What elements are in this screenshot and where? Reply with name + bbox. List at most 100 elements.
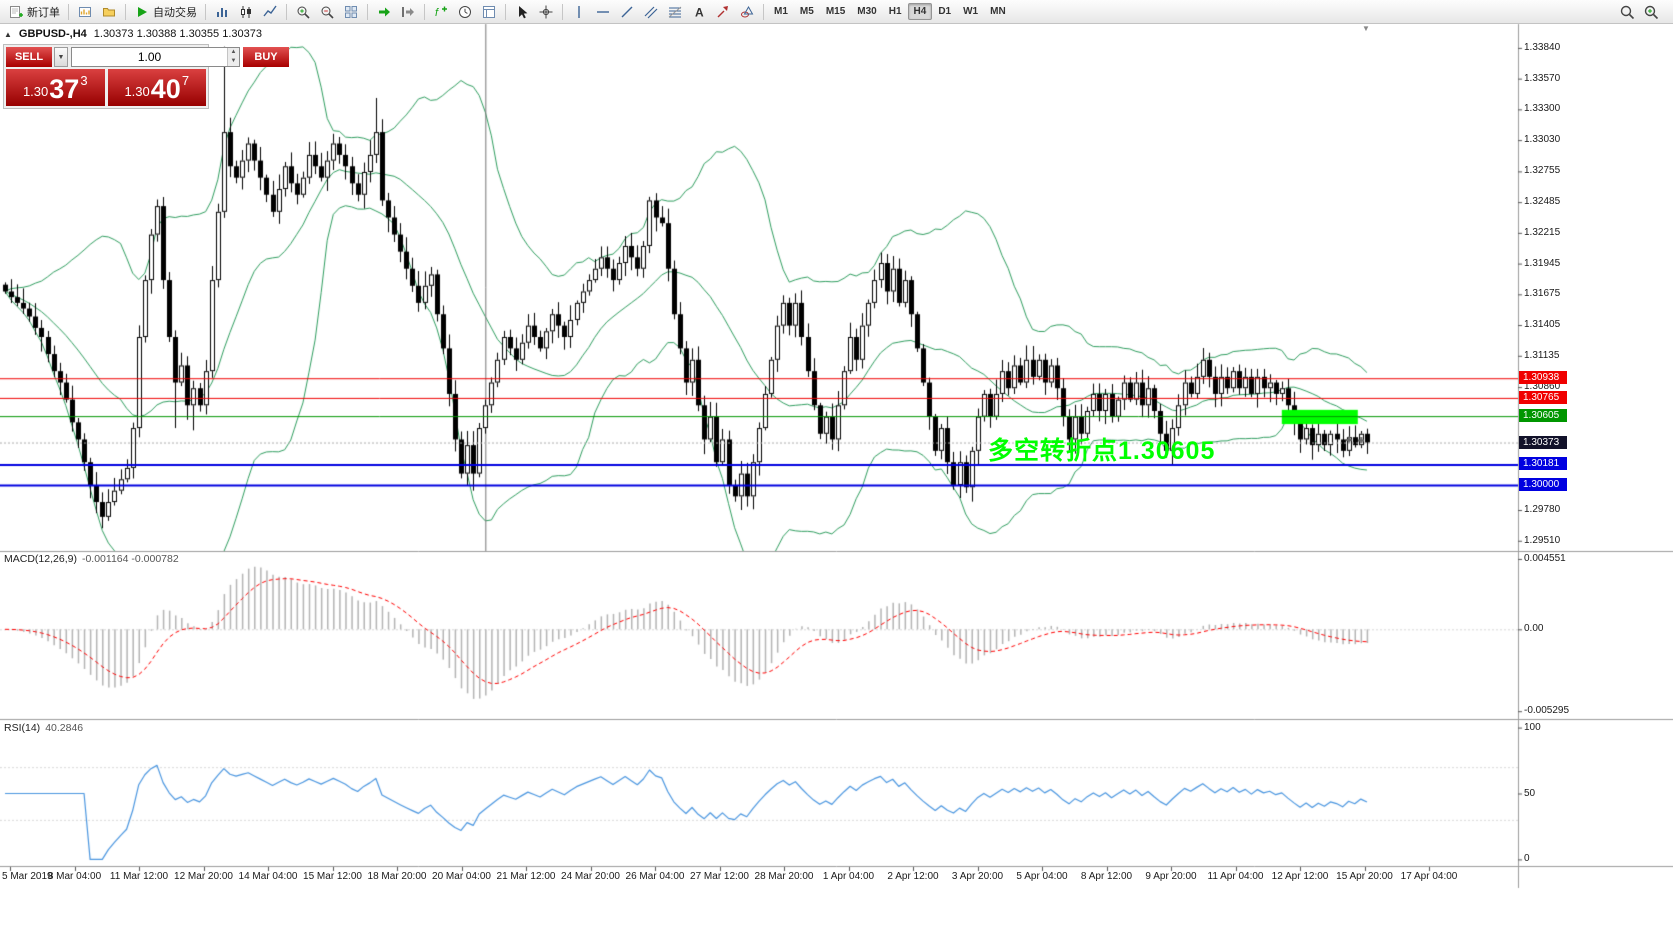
time-axis-label[interactable]: 15 Apr 20:00 <box>1336 871 1393 882</box>
new-order-button[interactable]: 新订单 <box>4 2 64 22</box>
play-green-icon <box>134 4 150 20</box>
vertical-line-tool[interactable] <box>567 2 591 22</box>
quote-header: ▲ GBPUSD-,H4 1.30373 1.30388 1.30355 1.3… <box>4 28 262 40</box>
new-chart-button[interactable] <box>73 2 97 22</box>
price-axis-label[interactable]: 1.29510 <box>1524 534 1561 546</box>
time-axis-label[interactable]: 2 Apr 12:00 <box>887 871 939 882</box>
tf-h4-button[interactable]: H4 <box>907 3 933 20</box>
time-axis-label[interactable]: 5 Mar 2019 <box>2 871 53 882</box>
tf-m15-button[interactable]: M15 <box>820 3 851 20</box>
zoom-in-button[interactable] <box>291 2 315 22</box>
tf-m1-button[interactable]: M1 <box>768 3 794 20</box>
macd-axis-label[interactable]: 0.004551 <box>1524 552 1566 564</box>
clock-icon <box>457 4 473 20</box>
time-axis-label[interactable]: 14 Mar 04:00 <box>238 871 298 882</box>
price-axis-label[interactable]: 1.32215 <box>1524 226 1561 238</box>
spinner-down-icon[interactable]: ▼ <box>228 57 239 66</box>
time-axis-label[interactable]: 11 Apr 04:00 <box>1207 871 1264 882</box>
time-axis-label[interactable]: 15 Mar 12:00 <box>303 871 362 882</box>
time-axis-label[interactable]: 9 Apr 20:00 <box>1145 871 1197 882</box>
time-axis-label[interactable]: 8 Apr 12:00 <box>1080 871 1133 882</box>
volume-dropdown-button[interactable]: ▼ <box>54 47 68 67</box>
shapes-icon <box>739 4 755 20</box>
price-axis-label[interactable]: 1.31405 <box>1524 319 1561 331</box>
indicators-button[interactable]: f <box>429 2 453 22</box>
time-axis-label[interactable]: 26 Mar 04:00 <box>625 871 685 882</box>
add-symbol-button[interactable] <box>1639 2 1663 22</box>
price-axis-label[interactable]: 1.32485 <box>1524 196 1561 208</box>
chart-shift-button[interactable] <box>396 2 420 22</box>
time-axis-label[interactable]: 12 Apr 12:00 <box>1271 871 1329 882</box>
text-tool[interactable]: A <box>687 2 711 22</box>
price-axis-label[interactable]: 1.29780 <box>1524 504 1561 516</box>
channel-tool[interactable] <box>639 2 663 22</box>
cursor-button[interactable] <box>510 2 534 22</box>
price-axis-label[interactable]: 1.31135 <box>1524 349 1560 361</box>
one-click-collapse-button[interactable]: ▲ <box>4 29 12 39</box>
time-axis-label[interactable]: 21 Mar 12:00 <box>496 871 556 882</box>
price-axis-label[interactable]: 1.30860 <box>1524 381 1561 393</box>
fibonacci-tool[interactable] <box>663 2 687 22</box>
price-axis-label[interactable]: 1.33570 <box>1524 72 1561 84</box>
time-axis-label[interactable]: 24 Mar 20:00 <box>561 871 620 882</box>
rsi-indicator-label: RSI(14) 40.2846 <box>4 722 83 734</box>
autotrading-button[interactable]: 自动交易 <box>130 2 201 22</box>
price-axis-label[interactable]: 1.31675 <box>1524 288 1561 300</box>
buy-price-button[interactable]: 1.30 40 7 <box>107 69 206 106</box>
time-axis-label[interactable]: 27 Mar 12:00 <box>690 871 749 882</box>
crosshair-button[interactable] <box>534 2 558 22</box>
tf-h1-button[interactable]: H1 <box>883 3 908 20</box>
buy-button[interactable]: BUY <box>243 47 289 67</box>
search-button[interactable] <box>1615 2 1639 22</box>
trendline-tool[interactable] <box>615 2 639 22</box>
time-axis-label[interactable]: 1 Apr 04:00 <box>822 871 875 882</box>
zoom-out-button[interactable] <box>315 2 339 22</box>
candlestick-chart-button[interactable] <box>234 2 258 22</box>
time-axis-label[interactable]: 11 Mar 12:00 <box>109 871 169 882</box>
rsi-axis-label[interactable]: 100 <box>1524 721 1541 733</box>
time-axis-label[interactable]: 28 Mar 20:00 <box>754 871 814 882</box>
tf-d1-button[interactable]: D1 <box>932 3 957 20</box>
tf-mn-button[interactable]: MN <box>984 3 1012 20</box>
sell-price-button[interactable]: 1.30 37 3 <box>6 69 105 106</box>
macd-axis-label[interactable]: 0.00 <box>1524 623 1544 635</box>
time-axis-label[interactable]: 5 Apr 04:00 <box>1016 871 1068 882</box>
tf-m5-button[interactable]: M5 <box>794 3 820 20</box>
auto-scroll-button[interactable] <box>372 2 396 22</box>
time-axis-label[interactable]: 17 Apr 04:00 <box>1400 871 1458 882</box>
price-axis-label[interactable]: 1.33840 <box>1524 41 1561 53</box>
arrows-tool[interactable] <box>711 2 735 22</box>
price-axis-label[interactable]: 1.33300 <box>1524 103 1561 115</box>
toolbar-group: f <box>429 2 501 22</box>
price-axis-label[interactable]: 1.31945 <box>1524 257 1561 269</box>
horizontal-line-tool[interactable] <box>591 2 615 22</box>
rsi-axis-label[interactable]: 0 <box>1524 853 1530 865</box>
sell-button[interactable]: SELL <box>6 47 52 67</box>
price-axis-label[interactable]: 1.33030 <box>1524 134 1561 146</box>
price-axis-label[interactable]: 1.32755 <box>1524 165 1561 177</box>
rsi-axis-label[interactable]: 50 <box>1524 787 1536 799</box>
templates-button[interactable] <box>477 2 501 22</box>
profiles-button[interactable] <box>97 2 121 22</box>
macd-axis-label[interactable]: -0.005295 <box>1524 705 1570 717</box>
tile-windows-button[interactable] <box>339 2 363 22</box>
shapes-tool[interactable] <box>735 2 759 22</box>
autotrading-button-label: 自动交易 <box>153 6 197 19</box>
spinner-up-icon[interactable]: ▲ <box>228 48 239 57</box>
time-axis-label[interactable]: 20 Mar 04:00 <box>432 871 491 882</box>
periods-button[interactable] <box>453 2 477 22</box>
turning-point-annotation: 多空转折点1.30605 <box>988 437 1216 465</box>
line-chart-button[interactable] <box>258 2 282 22</box>
bar-chart-button[interactable] <box>210 2 234 22</box>
time-axis-label[interactable]: 12 Mar 20:00 <box>174 871 233 882</box>
toolbar-separator <box>505 3 506 20</box>
time-axis-label[interactable]: 18 Mar 20:00 <box>367 871 427 882</box>
time-axis-label[interactable]: 8 Mar 04:00 <box>47 871 102 882</box>
tf-w1-button[interactable]: W1 <box>957 3 984 20</box>
toolbar-group: 新订单 <box>4 2 64 22</box>
volume-input[interactable] <box>72 48 227 66</box>
volume-spinner: ▲ ▼ <box>227 48 239 66</box>
tf-m30-button[interactable]: M30 <box>851 3 882 20</box>
time-axis-label[interactable]: 3 Apr 20:00 <box>951 871 1004 882</box>
